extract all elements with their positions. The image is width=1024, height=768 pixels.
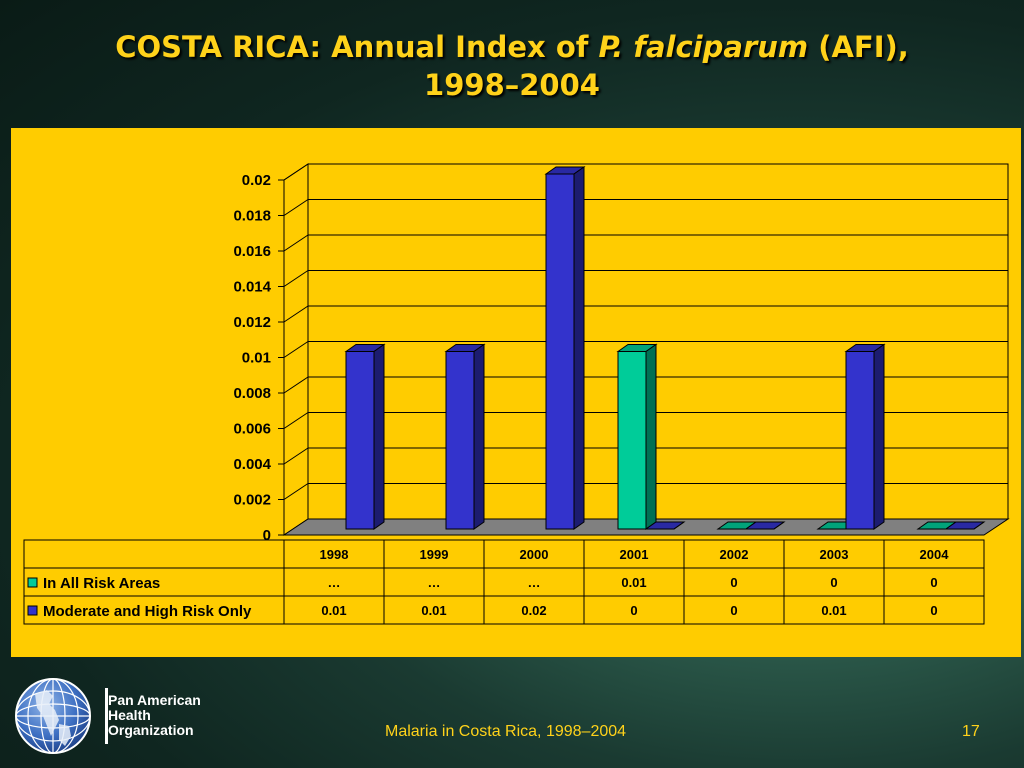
gridline-side [283,234,309,252]
x-category-label: 2003 [820,547,849,562]
legend-swatch [27,605,38,616]
x-category-label: 2001 [620,547,649,562]
afi-chart: 0 0.002 0.004 0.006 0.008 0.01 0.012 0.014 0.016… [23,163,1010,625]
data-table-value: 0 [730,603,737,618]
gridline-side [283,305,309,323]
legend-swatch [27,577,38,588]
x-category-label: 2004 [920,547,950,562]
data-table-value: 0 [730,575,737,590]
data-table-value: 0.01 [821,603,846,618]
y-tick-label: 0 [263,527,271,544]
data-table-value: 0 [930,575,937,590]
logo-divider [105,688,108,744]
title-italic: P. falciparum [598,30,809,64]
y-tick-label: 0.014 [233,279,271,296]
bar-side [573,166,585,530]
data-table-value: … [528,575,541,590]
y-tick-label: 0.004 [233,456,271,473]
y-tick-label: 0.016 [233,243,271,260]
title-line-2: 1998–2004 [424,68,600,102]
y-tick-label: 0.008 [233,385,271,402]
org-line-1: Pan American [108,692,201,708]
globe-logo-icon [15,678,91,754]
bar-side [873,343,885,530]
data-table-value: 0.01 [321,603,346,618]
bar-side [773,521,785,530]
data-table-value: 0 [930,603,937,618]
title-line-1: COSTA RICA: Annual Index of P. falciparu… [0,28,1024,66]
gridline-side [283,341,309,358]
page-number: 17 [962,723,980,740]
chart-panel: 0 0.002 0.004 0.006 0.008 0.01 0.012 0.014 0.016… [11,128,1021,657]
org-line-3: Organization [108,722,194,738]
data-table-value: … [428,575,441,590]
gridline-side [283,483,309,500]
gridline-side [283,376,309,394]
data-table-value: 0 [630,603,637,618]
x-category-label: 1998 [320,547,349,562]
gridline-side [283,199,309,216]
footer-caption: Malaria in Costa Rica, 1998–2004 [385,723,627,740]
x-category-label: 2002 [720,547,749,562]
organization-name: Pan American Health Organization [108,693,201,738]
data-table-value: 0 [830,575,837,590]
bar-side [645,343,657,530]
y-tick-label: 0.02 [242,172,271,189]
bar-front [845,351,875,530]
data-table-value: 0.01 [621,575,646,590]
y-tick-label: 0.018 [233,208,271,225]
bar-side [473,343,485,530]
y-tick-label: 0.01 [242,350,271,367]
org-line-2: Health [108,707,151,723]
data-table-value: … [328,575,341,590]
slide-title: COSTA RICA: Annual Index of P. falciparu… [0,28,1024,104]
title-part-2: (AFI), [808,30,909,64]
bar-front [445,351,475,530]
gridline-side [283,163,309,181]
bar-front [345,351,375,530]
bar-side [973,521,985,530]
y-tick-label: 0.012 [233,314,271,331]
y-tick-label: 0.002 [233,492,271,509]
bar-front [545,173,575,530]
legend-label: Moderate and High Risk Only [43,603,252,620]
data-table-value: 0.01 [421,603,446,618]
bar-side [373,343,385,530]
bar-front [617,351,647,530]
legend-label: In All Risk Areas [43,575,160,592]
data-table-value: 0.02 [521,603,546,618]
title-part-1: COSTA RICA: Annual Index of [115,30,599,64]
x-category-label: 2000 [520,547,549,562]
y-tick-label: 0.006 [233,421,271,438]
gridline-side [283,270,309,287]
gridline-side [283,412,309,429]
bar-side [673,521,685,530]
gridline-side [283,447,309,465]
x-category-label: 1999 [420,547,449,562]
